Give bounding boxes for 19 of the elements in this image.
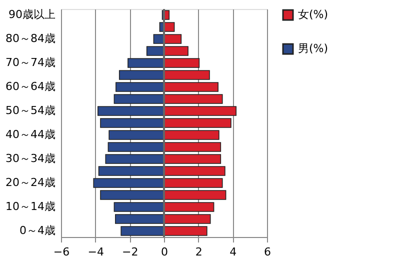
x-tick-label: −4	[88, 246, 104, 258]
x-tick-label: 2	[195, 246, 202, 258]
y-tick-label: 0～4歳	[20, 224, 56, 237]
x-tick-label: 6	[264, 246, 271, 258]
x-tick-label: 4	[230, 246, 237, 258]
y-tick-label: 20～24歳	[6, 176, 56, 189]
y-tick-label: 90歳以上	[8, 8, 56, 21]
y-tick-label: 10～14歳	[6, 200, 56, 213]
y-tick-label: 80～84歳	[6, 32, 56, 45]
x-tick-label: −6	[53, 246, 70, 258]
legend-label: 男(%)	[298, 42, 328, 55]
y-tick-label: 30～34歳	[6, 152, 56, 165]
x-tick-label: −2	[122, 246, 138, 258]
y-tick-label: 40～44歳	[6, 128, 56, 141]
y-tick-label: 70～74歳	[6, 56, 56, 69]
y-tick-label: 60～64歳	[6, 80, 56, 93]
x-tick-label: 0	[161, 246, 168, 258]
y-tick-label: 50～54歳	[6, 104, 56, 117]
legend-label: 女(%)	[298, 8, 328, 21]
